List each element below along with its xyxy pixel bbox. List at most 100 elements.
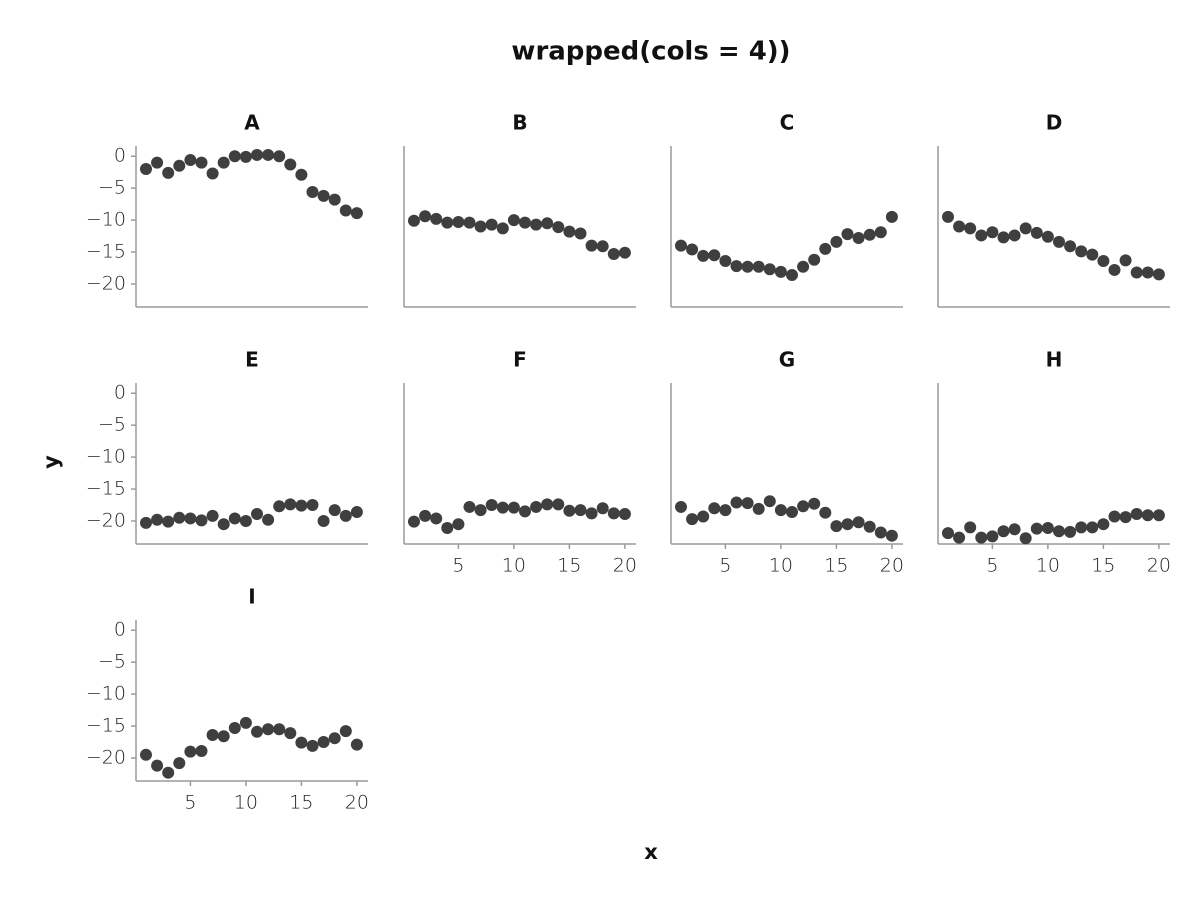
point <box>697 510 710 523</box>
point <box>184 512 197 525</box>
panel-title: C <box>780 111 795 135</box>
point <box>452 216 465 229</box>
point <box>1019 222 1032 235</box>
point <box>228 150 241 163</box>
point <box>339 204 352 217</box>
point <box>485 499 498 512</box>
point <box>1119 254 1132 267</box>
point <box>507 214 520 227</box>
point <box>1097 255 1110 267</box>
y-tick-label: −5 <box>98 651 126 673</box>
x-tick-label: 20 <box>613 555 637 577</box>
point <box>228 512 241 525</box>
point <box>797 500 810 513</box>
point <box>708 249 721 262</box>
x-tick-label: 5 <box>719 555 731 577</box>
point <box>1008 229 1021 242</box>
point <box>217 730 230 743</box>
point <box>496 222 509 235</box>
y-tick-label: −15 <box>86 478 126 500</box>
y-tick-label: −10 <box>86 683 126 705</box>
point <box>273 150 286 163</box>
point <box>1086 248 1099 261</box>
point <box>596 240 609 253</box>
point <box>1030 522 1043 535</box>
point <box>1130 507 1143 520</box>
point <box>607 507 620 520</box>
point <box>1041 230 1054 243</box>
point <box>295 168 308 181</box>
point <box>250 725 263 738</box>
point <box>841 518 854 531</box>
point <box>986 226 999 239</box>
point <box>262 513 275 526</box>
panel-title: I <box>248 585 255 609</box>
point <box>339 725 352 738</box>
point <box>975 229 988 242</box>
point <box>284 158 297 171</box>
point <box>941 527 954 540</box>
point <box>317 515 330 527</box>
point <box>618 507 631 520</box>
point <box>430 212 443 225</box>
point <box>1141 509 1154 522</box>
point <box>1041 522 1054 535</box>
point <box>350 506 363 519</box>
x-tick-label: 10 <box>1036 555 1060 577</box>
point <box>1108 263 1121 276</box>
point <box>541 498 554 511</box>
point <box>885 529 898 542</box>
point <box>874 526 887 539</box>
point <box>151 759 164 772</box>
point <box>574 227 587 240</box>
point <box>774 265 787 278</box>
point <box>541 217 554 230</box>
x-tick-label: 10 <box>769 555 793 577</box>
x-tick-label: 15 <box>1091 555 1115 577</box>
point <box>975 531 988 544</box>
point <box>941 210 954 223</box>
y-tick-label: −20 <box>86 510 126 532</box>
point <box>1130 266 1143 279</box>
point <box>774 504 787 517</box>
x-tick-label: 15 <box>557 555 581 577</box>
point <box>552 221 565 234</box>
point <box>674 500 687 513</box>
point <box>306 739 319 752</box>
point <box>162 515 175 528</box>
point <box>273 500 286 513</box>
point <box>874 226 887 239</box>
point <box>239 515 252 527</box>
point <box>295 736 308 749</box>
point <box>1119 511 1132 524</box>
point <box>741 260 754 273</box>
point <box>262 723 275 736</box>
point <box>284 498 297 511</box>
point <box>262 148 275 161</box>
point <box>507 501 520 514</box>
y-tick-label: 0 <box>114 382 126 404</box>
x-tick-label: 10 <box>502 555 526 577</box>
point <box>1030 226 1043 239</box>
point <box>419 509 432 522</box>
point <box>474 504 487 517</box>
point <box>518 216 531 229</box>
point <box>530 218 543 231</box>
point <box>452 518 465 531</box>
point <box>295 499 308 512</box>
point <box>317 736 330 749</box>
point <box>752 502 765 515</box>
point <box>206 729 219 741</box>
point <box>250 148 263 161</box>
x-tick-label: 5 <box>184 792 196 814</box>
point <box>206 167 219 180</box>
point <box>885 210 898 223</box>
point <box>785 506 798 519</box>
point <box>785 269 798 282</box>
point <box>730 260 743 273</box>
y-tick-label: −20 <box>86 747 126 769</box>
point <box>1052 235 1065 248</box>
point <box>1064 240 1077 253</box>
panel-title: B <box>512 111 527 135</box>
